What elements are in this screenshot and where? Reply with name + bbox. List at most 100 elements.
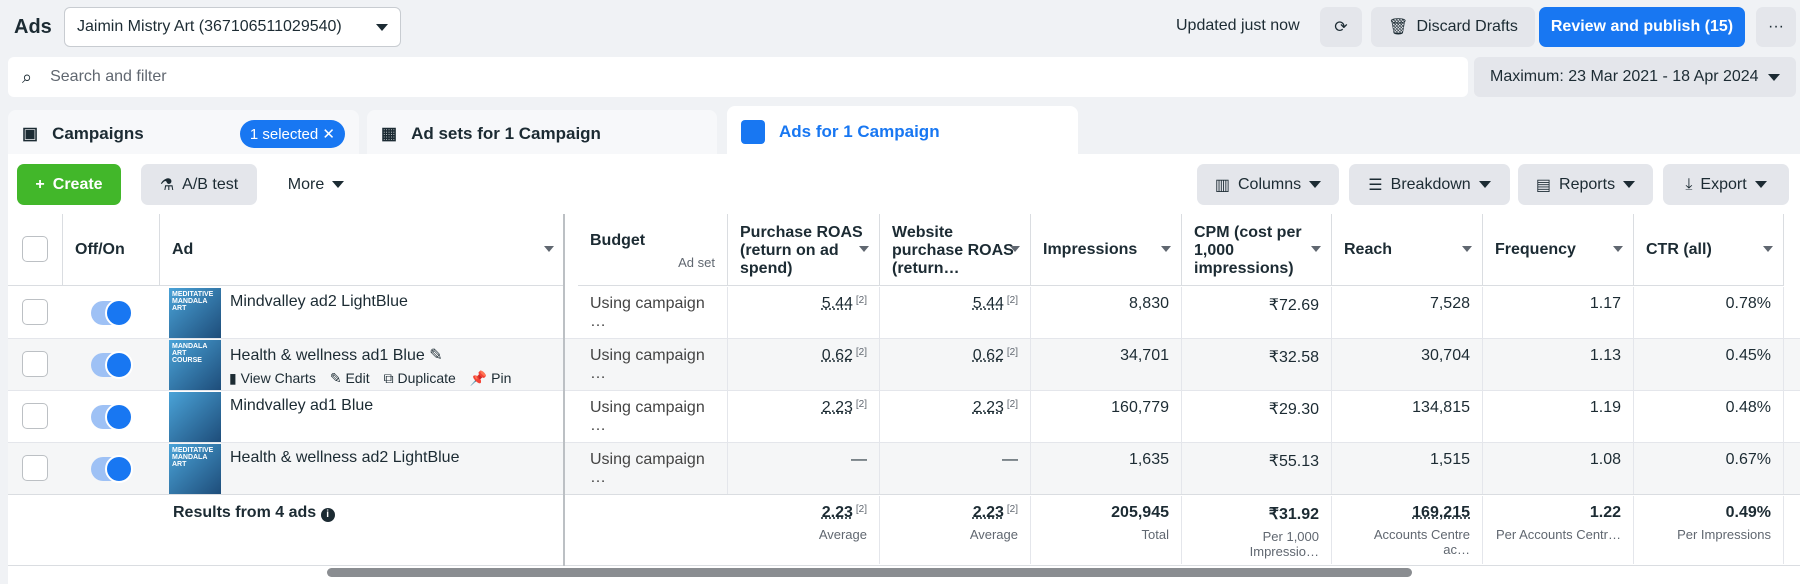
sort-icon[interactable]	[1462, 246, 1472, 252]
tab-campaigns[interactable]: ▣ Campaigns 1 selected ✕	[8, 110, 359, 158]
pencil-icon: ✎	[329, 370, 342, 386]
account-selector[interactable]: Jaimin Mistry Art (367106511029540)	[64, 7, 401, 47]
header-ctr[interactable]: CTR (all)	[1634, 214, 1784, 286]
row-toggle[interactable]	[91, 299, 133, 327]
chevron-down-icon	[1478, 181, 1491, 188]
table-row[interactable]	[8, 391, 1800, 443]
ctr-cell: 0.67%	[1634, 443, 1784, 494]
sort-icon[interactable]	[859, 246, 869, 252]
budget-cell: Using campaign …	[578, 443, 728, 494]
footnote-marker: [2]	[1006, 347, 1018, 358]
view-charts-link[interactable]: ▮ View Charts	[229, 370, 316, 387]
header-frequency[interactable]: Frequency	[1483, 214, 1634, 286]
create-button[interactable]: + Create	[17, 164, 121, 205]
ad-name[interactable]: Mindvalley ad2 LightBlue	[230, 293, 408, 311]
row-checkbox[interactable]	[22, 403, 48, 429]
reports-button[interactable]: ▤ Reports	[1518, 164, 1653, 205]
tab-ads[interactable]: Ads for 1 Campaign	[727, 106, 1078, 158]
refresh-button[interactable]: ⟳	[1320, 7, 1362, 47]
sort-icon[interactable]	[1161, 246, 1171, 252]
table-row[interactable]	[8, 443, 1800, 495]
frequency-cell: 1.13	[1483, 339, 1634, 390]
cpm-cell: ₹32.58	[1182, 339, 1332, 390]
roas-cell: 0.62 [2]	[728, 339, 880, 390]
ad-name[interactable]: Health & wellness ad2 LightBlue	[230, 449, 459, 467]
table-row[interactable]	[8, 287, 1800, 339]
chevron-down-icon	[1754, 181, 1767, 188]
roas-value: 2.23	[821, 399, 853, 416]
selected-badge[interactable]: 1 selected ✕	[239, 120, 345, 148]
export-button[interactable]: ⤓ Export	[1663, 164, 1789, 205]
duplicate-label: Duplicate	[397, 370, 456, 386]
sort-icon[interactable]	[544, 246, 554, 252]
close-icon[interactable]: ✕	[322, 126, 335, 143]
row-checkbox[interactable]	[22, 299, 48, 325]
row-checkbox[interactable]	[22, 351, 48, 377]
duplicate-link[interactable]: ⧉ Duplicate	[384, 370, 456, 387]
sort-icon[interactable]	[1613, 246, 1623, 252]
header-ad[interactable]: Ad	[160, 214, 565, 286]
search-icon: ⌕	[22, 66, 33, 87]
ab-test-button[interactable]: ⚗ A/B test	[141, 164, 257, 205]
reach-cell: 134,815	[1332, 391, 1483, 442]
plus-icon: +	[35, 175, 45, 193]
totals-label: Results from 4 ads i	[173, 504, 335, 522]
header-budget[interactable]: Budget Ad set	[578, 214, 728, 286]
total-web_roas: 2.23 [2] Average	[880, 496, 1031, 564]
edit-link[interactable]: ✎ Edit	[330, 370, 370, 387]
discard-drafts-button[interactable]: 🗑 Discard Drafts	[1371, 7, 1535, 47]
row-toggle[interactable]	[91, 351, 133, 379]
review-publish-button[interactable]: Review and publish (15)	[1539, 7, 1745, 47]
pin-link[interactable]: 📌 Pin	[470, 370, 512, 387]
ctr-cell: 0.45%	[1634, 339, 1784, 390]
tab-ad-sets[interactable]: ▦ Ad sets for 1 Campaign	[367, 110, 717, 158]
header-reach[interactable]: Reach	[1332, 214, 1483, 286]
breakdown-button[interactable]: ☰ Breakdown	[1349, 164, 1510, 205]
ad-name[interactable]: Mindvalley ad1 Blue	[230, 397, 373, 415]
table-row[interactable]	[8, 339, 1800, 391]
total-cpm: ₹31.92 Per 1,000 Impressio…	[1182, 496, 1332, 564]
columns-button[interactable]: ▥ Columns	[1197, 164, 1339, 205]
more-menu-button[interactable]: More	[270, 164, 362, 205]
sort-icon[interactable]	[1010, 246, 1020, 252]
chevron-down-icon	[376, 23, 388, 31]
header-cpm[interactable]: CPM (cost per 1,000 impressions)	[1182, 214, 1332, 286]
row-checkbox[interactable]	[22, 455, 48, 481]
cpm-value: ₹55.13	[1268, 453, 1319, 470]
total-ctr: 0.49% Per Impressions	[1634, 496, 1784, 564]
copy-icon: ⧉	[383, 370, 394, 386]
chevron-down-icon	[1768, 73, 1780, 81]
sort-icon[interactable]	[1763, 246, 1773, 252]
discard-label: Discard Drafts	[1416, 18, 1518, 35]
header-website-roas[interactable]: Website purchase ROAS (return…	[880, 214, 1031, 286]
web_roas-value: 5.44	[972, 295, 1004, 312]
breakdown-icon: ☰	[1368, 176, 1383, 194]
select-all-checkbox[interactable]	[22, 236, 48, 262]
web_roas-cell: 0.62 [2]	[880, 339, 1031, 390]
search-bar[interactable]: ⌕ Search and filter	[8, 57, 1468, 97]
pencil-icon[interactable]: ✎	[429, 347, 443, 364]
header-purchase-roas[interactable]: Purchase ROAS (return on ad spend)	[728, 214, 880, 286]
ad-name[interactable]: Health & wellness ad1 Blue ✎	[230, 345, 443, 365]
search-input[interactable]: Search and filter	[50, 68, 167, 85]
impressions-cell: 1,635	[1031, 443, 1182, 494]
sort-icon[interactable]	[1311, 246, 1321, 252]
footnote-marker: [2]	[855, 295, 867, 306]
header-select-all	[8, 214, 63, 286]
total-value: ₹31.92	[1268, 506, 1319, 523]
pin-label: Pin	[491, 370, 512, 386]
info-icon[interactable]: i	[320, 508, 335, 522]
row-toggle[interactable]	[91, 455, 133, 483]
header-onoff[interactable]: Off/On	[63, 214, 160, 286]
create-label: Create	[52, 175, 103, 193]
bar-chart-icon: ▮	[229, 370, 237, 386]
total-reach: 169,215 Accounts Centre ac…	[1332, 496, 1483, 564]
header-impressions[interactable]: Impressions	[1031, 214, 1182, 286]
thumbnail-text: MEDITATIVE MANDALA ART	[172, 291, 214, 312]
row-toggle[interactable]	[91, 403, 133, 431]
impressions-cell: 34,701	[1031, 339, 1182, 390]
header-label: Frequency	[1495, 241, 1576, 258]
date-range-picker[interactable]: Maximum: 23 Mar 2021 - 18 Apr 2024	[1474, 57, 1796, 97]
horizontal-scrollbar[interactable]	[327, 568, 1412, 577]
more-options-button[interactable]: ···	[1756, 7, 1796, 47]
